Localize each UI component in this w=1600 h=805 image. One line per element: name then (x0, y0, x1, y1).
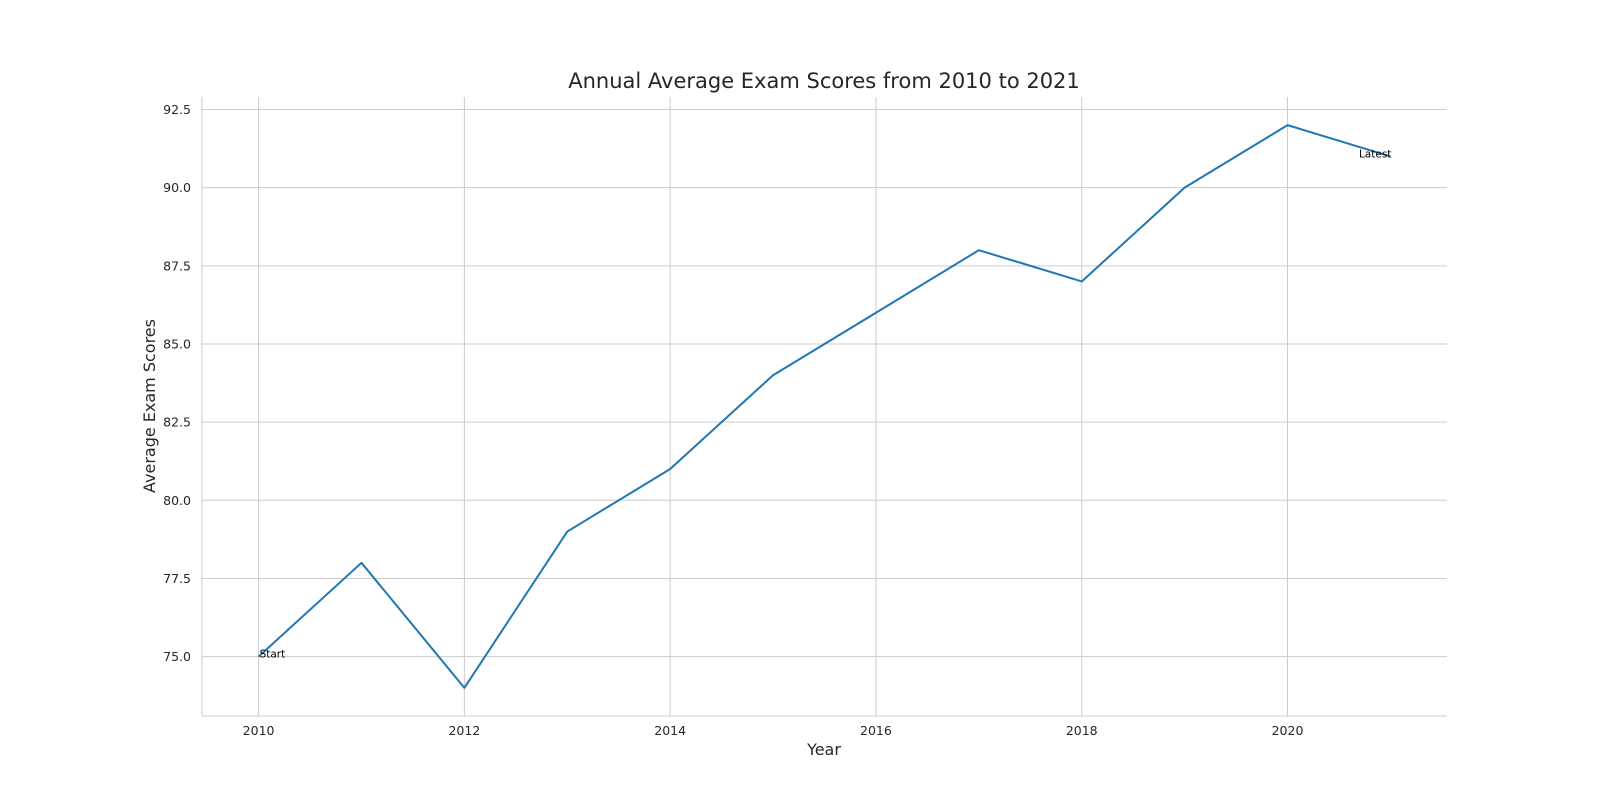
y-axis-label: Average Exam Scores (140, 319, 159, 493)
x-tick-label: 2018 (1066, 723, 1098, 738)
annotation-label: Start (260, 649, 286, 661)
series (259, 125, 1391, 688)
y-tick-label: 75.0 (163, 649, 191, 664)
grid (202, 97, 1447, 716)
y-tick-label: 77.5 (163, 571, 191, 586)
y-tick-label: 87.5 (163, 258, 191, 273)
annotations: Start Latest (260, 148, 1392, 660)
y-tick-label: 80.0 (163, 493, 191, 508)
y-tick-label: 82.5 (163, 415, 191, 430)
annotation-label: Latest (1359, 148, 1391, 160)
x-tick-label: 2010 (243, 723, 275, 738)
chart-title: Annual Average Exam Scores from 2010 to … (568, 69, 1080, 93)
x-tick-label: 2012 (448, 723, 480, 738)
y-tick-label: 90.0 (163, 180, 191, 195)
x-tick-label: 2020 (1272, 723, 1304, 738)
y-tick-label: 92.5 (163, 102, 191, 117)
y-tick-label: 85.0 (163, 336, 191, 351)
series-line (259, 125, 1391, 688)
x-tick-label: 2014 (654, 723, 686, 738)
tick-labels: 2010 2012 2014 2016 2018 2020 75.0 77.5 80.0 82.5… (163, 102, 1303, 738)
x-tick-label: 2016 (860, 723, 892, 738)
x-axis-label: Year (806, 740, 841, 759)
axes-spines (202, 97, 1447, 716)
